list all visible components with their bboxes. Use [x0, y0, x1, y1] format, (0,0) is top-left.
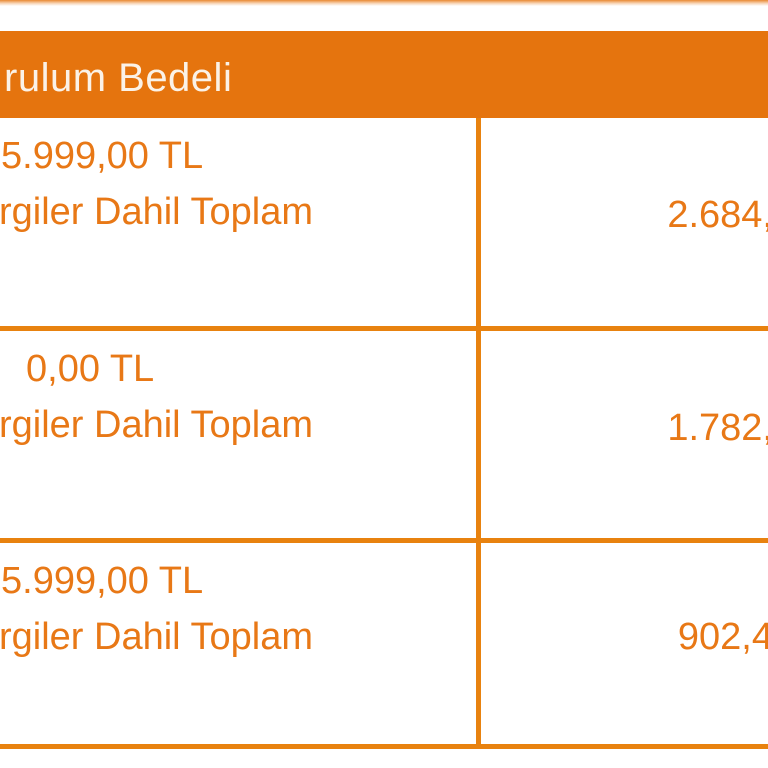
- total-value: 2.684,: [667, 194, 768, 236]
- tax-included-label: rgiler Dahil Toplam: [0, 616, 313, 658]
- price-cell: 5.999,00 TL rgiler Dahil Toplam: [0, 543, 481, 744]
- tax-included-label: rgiler Dahil Toplam: [0, 404, 313, 446]
- table-header-bar: rulum Bedeli: [0, 31, 768, 118]
- price-cell: 5.999,00 TL rgiler Dahil Toplam: [0, 118, 481, 326]
- total-value: 902,4: [677, 615, 768, 658]
- cropped-top-edge: [0, 0, 768, 6]
- price-value: 5.999,00 TL: [1, 135, 204, 177]
- table-row: 5.999,00 TL rgiler Dahil Toplam 902,4: [0, 543, 768, 749]
- price-cell: 0,00 TL rgiler Dahil Toplam: [0, 331, 481, 538]
- total-cell: 1.782,: [481, 331, 768, 538]
- table-header-title: rulum Bedeli: [4, 55, 233, 100]
- pricing-table: 5.999,00 TL rgiler Dahil Toplam 2.684, 0…: [0, 118, 768, 749]
- table-row: 0,00 TL rgiler Dahil Toplam 1.782,: [0, 331, 768, 543]
- price-value: 5.999,00 TL: [1, 560, 204, 602]
- table-row: 5.999,00 TL rgiler Dahil Toplam 2.684,: [0, 118, 768, 331]
- tax-included-label: rgiler Dahil Toplam: [0, 191, 313, 233]
- total-cell: 2.684,: [481, 118, 768, 326]
- price-value: 0,00 TL: [26, 348, 155, 390]
- total-cell: 902,4: [481, 543, 768, 744]
- total-value: 1.782,: [667, 406, 768, 449]
